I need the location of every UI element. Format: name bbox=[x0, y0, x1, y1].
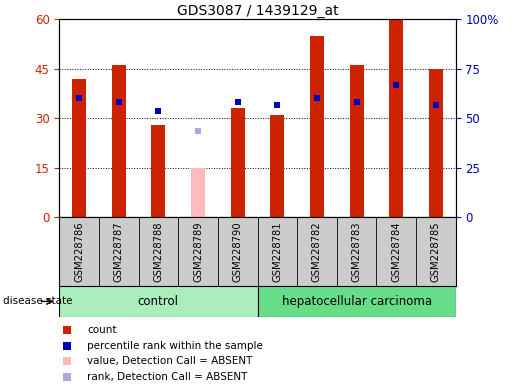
Text: GSM228790: GSM228790 bbox=[233, 222, 243, 282]
Text: GSM228783: GSM228783 bbox=[352, 222, 362, 282]
Text: disease state: disease state bbox=[3, 296, 72, 306]
Bar bbox=[389, 19, 403, 217]
Text: GSM228789: GSM228789 bbox=[193, 222, 203, 282]
Bar bbox=[258, 286, 456, 317]
Text: GSM228786: GSM228786 bbox=[74, 222, 84, 282]
Text: hepatocellular carcinoma: hepatocellular carcinoma bbox=[282, 295, 432, 308]
Bar bbox=[231, 108, 245, 217]
Text: GSM228788: GSM228788 bbox=[153, 222, 163, 282]
Bar bbox=[112, 65, 126, 217]
Text: GSM228787: GSM228787 bbox=[114, 222, 124, 282]
Bar bbox=[72, 79, 86, 217]
Bar bbox=[429, 69, 443, 217]
Text: GSM228785: GSM228785 bbox=[431, 222, 441, 282]
Bar bbox=[191, 167, 205, 217]
Bar bbox=[59, 286, 258, 317]
Text: control: control bbox=[138, 295, 179, 308]
Text: value, Detection Call = ABSENT: value, Detection Call = ABSENT bbox=[87, 356, 252, 366]
Bar bbox=[151, 125, 165, 217]
Bar bbox=[270, 115, 284, 217]
Text: GSM228782: GSM228782 bbox=[312, 222, 322, 282]
Bar bbox=[350, 65, 364, 217]
Text: percentile rank within the sample: percentile rank within the sample bbox=[87, 341, 263, 351]
Title: GDS3087 / 1439129_at: GDS3087 / 1439129_at bbox=[177, 4, 338, 18]
Bar bbox=[310, 36, 324, 217]
Text: GSM228784: GSM228784 bbox=[391, 222, 401, 282]
Text: rank, Detection Call = ABSENT: rank, Detection Call = ABSENT bbox=[87, 372, 247, 382]
Text: GSM228781: GSM228781 bbox=[272, 222, 282, 282]
Text: count: count bbox=[87, 325, 116, 335]
